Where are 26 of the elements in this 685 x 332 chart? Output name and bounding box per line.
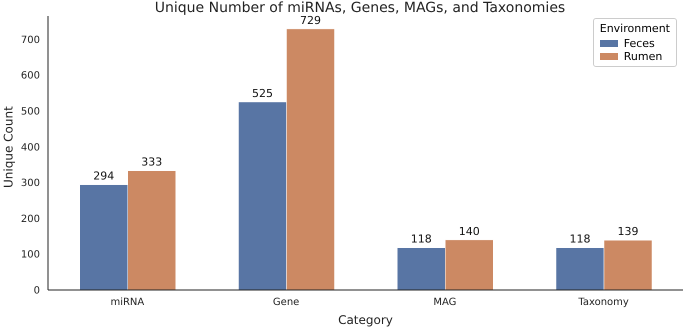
y-tick-label: 300 <box>20 178 40 190</box>
x-tick-label: miRNA <box>110 297 144 308</box>
y-tick-label: 600 <box>20 70 40 82</box>
data-label: 333 <box>141 156 162 169</box>
legend-label: Rumen <box>624 50 662 63</box>
x-tick-label: Taxonomy <box>577 297 629 308</box>
legend-label: Feces <box>624 37 655 50</box>
legend-title: Environment <box>600 22 670 35</box>
data-label: 139 <box>618 225 638 238</box>
data-label: 294 <box>93 170 114 183</box>
x-axis-title: Category <box>338 313 393 327</box>
x-tick-label: MAG <box>433 297 456 308</box>
x-tick-label: Gene <box>272 297 300 308</box>
y-tick-label: 0 <box>34 286 40 297</box>
y-tick-label: 500 <box>20 106 40 118</box>
data-label: 118 <box>570 232 590 246</box>
y-tick-label: 700 <box>20 34 40 46</box>
y-tick-label: 100 <box>20 250 40 261</box>
data-label: 140 <box>458 224 480 238</box>
data-label: 729 <box>300 14 321 27</box>
data-label: 525 <box>252 86 273 100</box>
data-label: 118 <box>410 232 432 246</box>
y-axis-title: Unique Count <box>1 106 16 188</box>
chart-title: Unique Number of miRNAs, Genes, MAGs, and Taxonomies <box>154 0 566 16</box>
y-tick-label: 200 <box>20 214 40 225</box>
y-tick-label: 400 <box>20 142 40 154</box>
